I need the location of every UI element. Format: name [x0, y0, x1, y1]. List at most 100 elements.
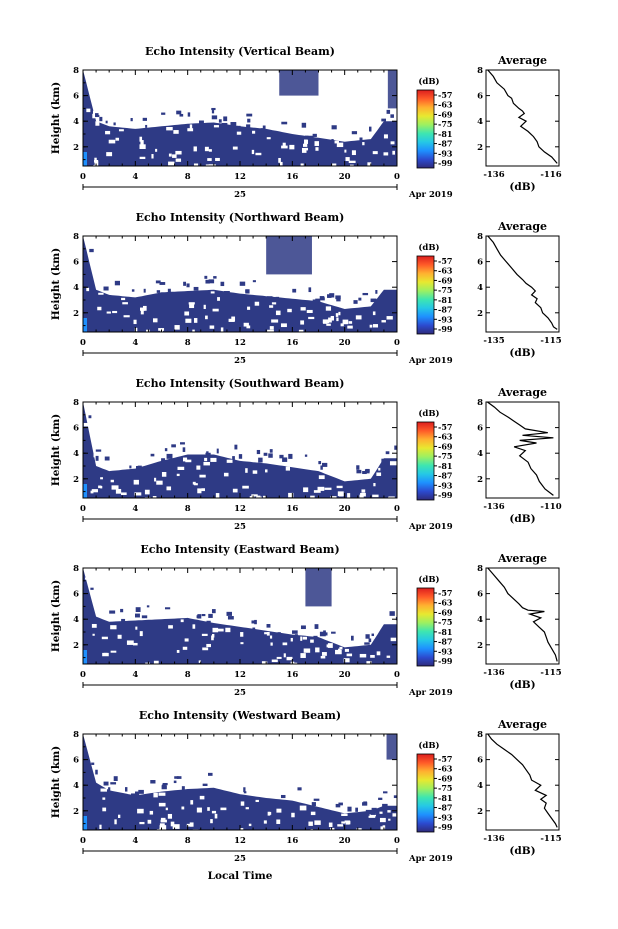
echo-gap [206, 643, 211, 648]
echo-gap [285, 466, 291, 471]
echo-gap [255, 152, 262, 156]
echo-gap [302, 636, 307, 640]
echo-speck [314, 624, 319, 629]
echo-speck [206, 620, 211, 626]
echo-speck [338, 802, 343, 806]
date-day-label: 25 [234, 854, 246, 864]
echo-speck [396, 616, 397, 619]
profile-line [487, 733, 558, 828]
echo-gap [210, 819, 213, 824]
echo-gap [321, 652, 327, 656]
x-tick-label: 20 [339, 836, 351, 846]
echo-gap [351, 150, 356, 156]
colorbar-tick-label: -69 [438, 441, 453, 451]
colorbar-tick-label: -81 [438, 461, 452, 471]
echo-speck [331, 139, 334, 144]
echo-gap [348, 160, 356, 164]
echo-gap [193, 483, 198, 486]
echo-speck [245, 289, 250, 294]
profile-y-tick-label: 6 [477, 424, 483, 434]
echo-gap [213, 125, 219, 128]
echo-speck [110, 782, 117, 785]
echo-gap [139, 821, 145, 825]
echo-gap [212, 627, 219, 633]
profile-y-tick-label: 8 [477, 398, 483, 408]
echo-gap [261, 661, 268, 664]
echo-speck [297, 787, 302, 791]
echo-gap [92, 110, 98, 116]
profile-line [487, 235, 558, 330]
echo-gap [189, 124, 193, 129]
echo-gap [267, 329, 274, 332]
echo-gap [356, 828, 362, 830]
echo-speck [164, 607, 171, 610]
echo-speck [205, 279, 210, 284]
x-tick-label: 8 [185, 670, 191, 680]
x-tick-label: 4 [132, 172, 138, 182]
echo-speck [313, 798, 320, 801]
x-tick-label: 4 [132, 504, 138, 514]
echo-speck [321, 462, 328, 467]
echo-gap [208, 149, 212, 152]
echo-gap [115, 137, 120, 141]
panel-title: Echo Intensity (Southward Beam) [136, 377, 345, 390]
echo-gap [111, 485, 119, 490]
echo-speck [292, 630, 298, 634]
echo-gap [276, 808, 282, 813]
colorbar-tick-label: -75 [438, 617, 452, 627]
colorbar-tick-label: -57 [438, 754, 452, 764]
echo-gap [168, 161, 175, 166]
echo-gap [300, 320, 305, 325]
colorbar-unit: (dB) [418, 740, 439, 751]
echo-speck [130, 117, 133, 122]
date-day-label: 25 [234, 522, 246, 532]
echo-speck [280, 794, 286, 799]
echo-gap [303, 648, 311, 653]
echo-gap [180, 619, 184, 623]
echo-speck [305, 135, 309, 139]
profile-x-tick-label: -136 [483, 170, 504, 180]
echo-gap [184, 638, 189, 642]
echo-gap [155, 148, 158, 152]
echo-gap [345, 157, 350, 162]
echo-gap [379, 817, 386, 823]
echo-gap [159, 823, 165, 827]
echo-gap [204, 457, 208, 462]
echo-gap [308, 316, 315, 320]
echo-gap [289, 144, 295, 150]
colorbar-unit: (dB) [418, 76, 439, 87]
echo-gap [126, 640, 134, 645]
echo-gap [184, 311, 190, 316]
echo-gap [265, 469, 268, 473]
echo-speck [359, 137, 363, 141]
echo-speck [385, 451, 390, 455]
echo-speck [260, 128, 265, 132]
echo-gap [214, 813, 218, 819]
echo-gap [334, 140, 339, 144]
echo-speck [335, 295, 341, 300]
echo-gap [291, 812, 295, 818]
echo-gap [134, 327, 138, 332]
echo-gap [360, 492, 366, 497]
echo-gap [340, 323, 344, 327]
echo-gap [121, 297, 126, 301]
echo-speck [208, 772, 213, 776]
echo-gap [318, 475, 325, 480]
echo-speck [211, 115, 218, 120]
echo-speck [176, 110, 182, 115]
echo-gap [139, 136, 143, 142]
echo-speck [304, 454, 308, 457]
echo-gap [193, 146, 197, 152]
echo-speck [95, 769, 98, 775]
echo-gap [217, 628, 224, 632]
echo-speck [121, 618, 126, 624]
colorbar-tick-label: -99 [438, 324, 453, 334]
colorbar-tick-label: -99 [438, 490, 453, 500]
colorbar-tick-label: -93 [438, 646, 453, 656]
echo-gap [110, 650, 117, 653]
echo-gap [276, 656, 282, 659]
echo-gap [175, 158, 182, 162]
echo-gap [240, 632, 244, 637]
echo-speck [218, 119, 222, 123]
